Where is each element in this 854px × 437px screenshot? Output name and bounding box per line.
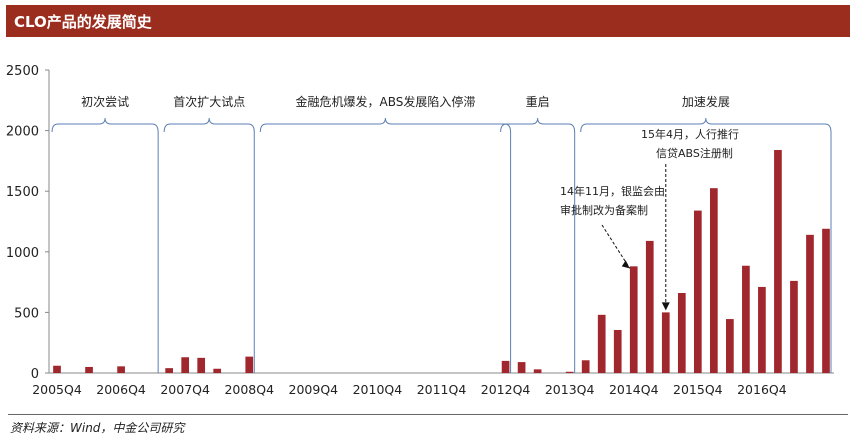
bar-2014Q4 [629,266,638,373]
x-tick-label: 2013Q4 [545,382,595,397]
annotation-arrowhead [661,302,670,311]
source-note: 资料来源：Wind，中金公司研究 [10,421,185,435]
bar-2006Q4 [117,366,125,373]
phase-bracket [259,117,512,133]
y-tick-label: 1000 [6,246,39,261]
annotation-text: 信贷ABS注册制 [656,146,733,160]
phase-bracket [580,117,832,133]
bar-2014Q3 [613,329,622,373]
bar-chart: 0 500 1000 1500 2000 2500 2005Q4 2006Q4 2007Q4 20… [6,64,834,397]
x-tick-label: 2012Q4 [481,382,531,397]
title-bar: CLO产品的发展简史 [6,5,850,37]
bar-2007Q3 [165,368,173,373]
annotation-arrow [601,224,631,269]
x-tick-label: 2014Q4 [609,382,659,397]
x-tick-label: 2016Q4 [737,382,787,397]
annotation-arrowhead [621,260,630,269]
annotation-text: 15年4月，人行推行 [641,127,739,141]
phase-label: 首次扩大试点 [173,94,245,109]
phase-label: 加速发展 [682,94,730,109]
phase-bracket [163,117,255,133]
bar-2015Q4 [693,210,702,373]
phase-bracket [51,117,159,133]
y-tick-label: 2000 [6,125,39,140]
y-tick-label: 2500 [6,64,39,79]
x-tick-label: 2007Q4 [160,382,210,397]
bar-2005Q4 [53,365,61,373]
y-tick-label: 500 [14,306,39,321]
x-tick-label: 2011Q4 [417,382,467,397]
x-tick-label: 2010Q4 [353,382,403,397]
page-title: CLO产品的发展简史 [14,13,152,31]
bar-2015Q1 [645,240,654,373]
x-tick-label: 2008Q4 [224,382,274,397]
bar-2016Q3 [742,265,750,373]
x-tick-label: 2006Q4 [96,382,146,397]
bar-2008Q4 [245,356,254,373]
bar-2016Q1 [710,188,718,373]
source-divider [8,414,848,415]
bar-2013Q4 [565,371,574,373]
bar-2007Q4 [181,357,190,373]
phase-label: 重启 [526,95,550,109]
bar-2014Q1 [581,360,590,373]
x-tick-label: 2005Q4 [32,382,82,397]
y-tick-label: 1500 [6,185,39,200]
y-tick-label: 0 [31,367,39,382]
x-tick-label: 2009Q4 [289,382,339,397]
bar-2008Q2 [213,368,222,373]
bar-2016Q2 [726,319,734,373]
bar-2013Q1 [517,362,526,373]
bar-2012Q4 [501,360,510,373]
bar-2015Q3 [677,293,686,373]
x-tick-label: 2015Q4 [673,382,723,397]
phase-label: 初次尝试 [81,94,129,109]
phase-bracket [500,117,576,133]
bar-2008Q1 [197,357,206,373]
annotation-text: 审批制改为备案制 [560,203,648,217]
annotation-text: 14年11月，银监会由 [560,184,665,198]
bar-2015Q2 [661,312,670,373]
bar-2014Q2 [597,314,606,373]
phase-label: 金融危机爆发，ABS发展陷入停滞 [295,94,475,109]
bar-2017Q4 [822,228,830,373]
bar-2017Q2 [790,280,798,373]
bar-2017Q3 [806,234,814,373]
bar-2017Q1 [774,149,782,373]
bar-2006Q2 [85,366,93,373]
bar-2013Q2 [533,369,542,373]
bar-2016Q4 [758,286,766,373]
